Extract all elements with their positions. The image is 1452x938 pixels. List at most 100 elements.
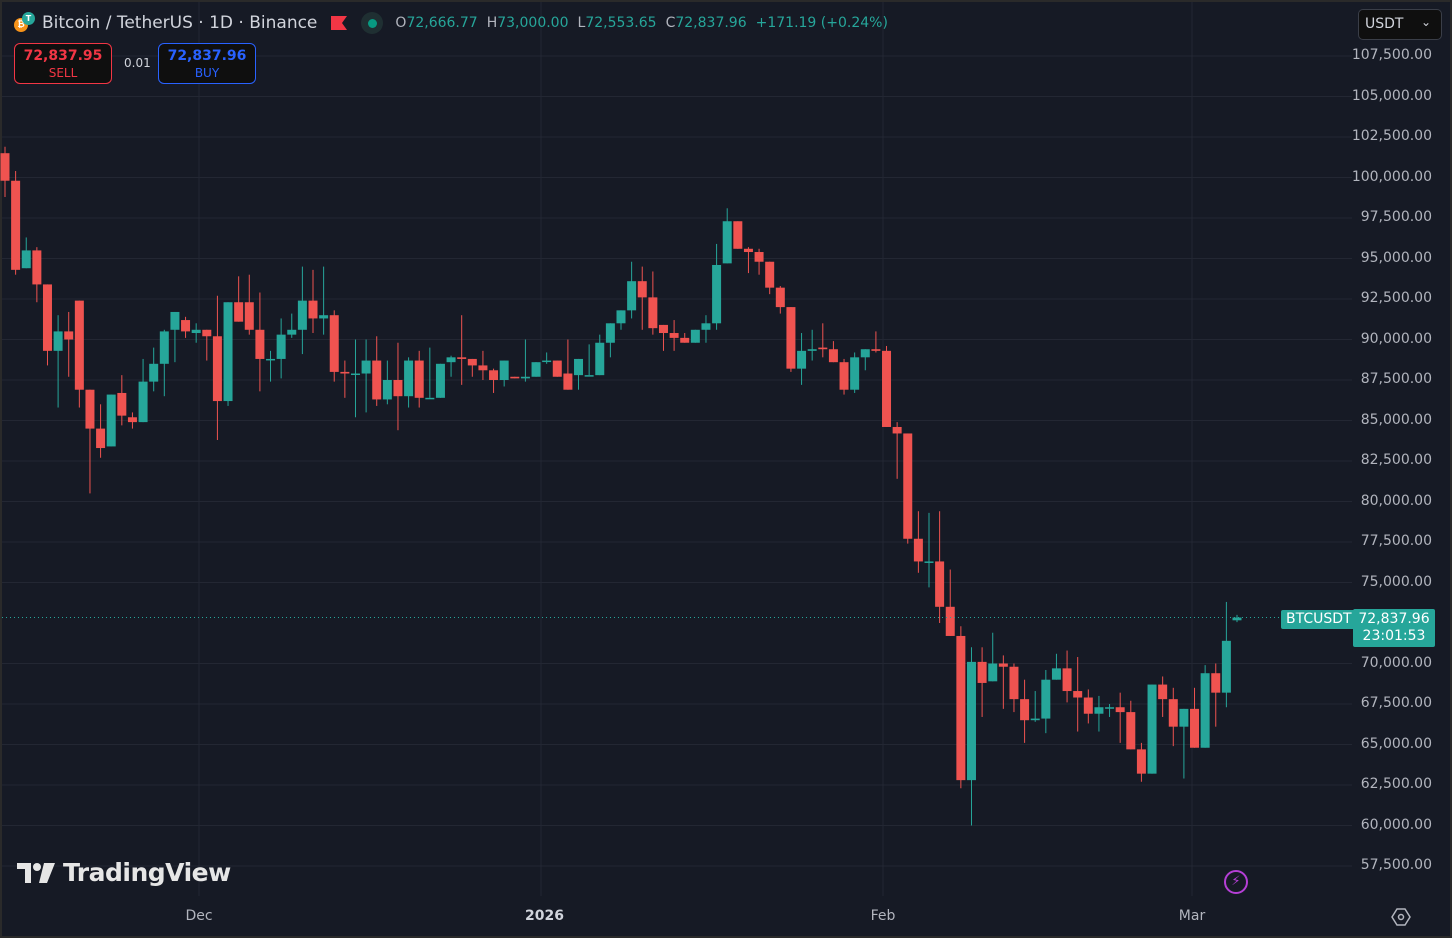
candle — [53, 331, 63, 351]
bar-countdown: 23:01:53 — [1362, 628, 1426, 644]
candle — [1051, 668, 1061, 680]
candle — [138, 381, 148, 423]
price-label: 95,000.00 — [1360, 249, 1432, 266]
tradingview-logo[interactable]: TradingView — [17, 858, 231, 887]
candle — [1030, 718, 1040, 721]
candle — [966, 661, 976, 781]
candle — [1179, 708, 1189, 727]
market-open-status-icon — [361, 12, 384, 34]
price-label: 60,000.00 — [1360, 816, 1432, 833]
candle — [127, 417, 137, 423]
currency-value: USDT — [1365, 16, 1404, 32]
candle — [977, 661, 987, 683]
candle — [42, 284, 52, 351]
price-label: 62,500.00 — [1360, 776, 1432, 792]
candle — [871, 349, 881, 351]
candle — [404, 360, 414, 397]
time-label: 2026 — [525, 908, 564, 924]
candle — [159, 331, 169, 364]
symbol-title[interactable]: Bitcoin / TetherUS · 1D · Binance — [42, 13, 318, 33]
candle — [319, 315, 329, 319]
candle — [361, 360, 371, 374]
price-label: 87,500.00 — [1360, 371, 1432, 387]
candle — [754, 252, 764, 262]
candle — [1083, 697, 1093, 714]
candle — [658, 324, 668, 334]
candle — [244, 302, 254, 330]
last-price-tag: 72,837.96 23:01:53 — [1353, 609, 1435, 647]
candle — [552, 360, 562, 377]
candle — [489, 370, 499, 380]
price-label: 97,500.00 — [1360, 209, 1432, 225]
candle — [191, 329, 201, 334]
candle — [74, 300, 84, 390]
candle — [903, 433, 913, 539]
candle — [372, 360, 382, 400]
candle — [181, 320, 191, 332]
candle — [106, 394, 116, 447]
candle — [945, 606, 955, 636]
candle — [11, 180, 21, 270]
currency-select[interactable]: USDT ⌄ — [1358, 9, 1442, 40]
time-label: Mar — [1178, 908, 1206, 924]
candle — [96, 428, 106, 449]
candle — [1200, 673, 1210, 748]
candle — [882, 350, 892, 427]
candle — [531, 362, 541, 377]
settings-hexagon-icon[interactable] — [1391, 907, 1411, 927]
chart-legend: ₿ T Bitcoin / TetherUS · 1D · Binance O72… — [14, 10, 888, 36]
candle — [64, 331, 74, 340]
price-label: 77,500.00 — [1360, 533, 1432, 549]
candle — [425, 397, 435, 400]
candle — [287, 329, 297, 335]
candle — [510, 376, 520, 379]
candle — [414, 360, 424, 398]
candle — [117, 392, 127, 416]
price-label: 57,500.00 — [1360, 857, 1432, 873]
ohlc-values: O72,666.77 H73,000.00 L72,553.65 C72,837… — [395, 15, 888, 31]
candle — [0, 153, 10, 181]
candle — [1232, 617, 1242, 621]
price-label: 75,000.00 — [1360, 573, 1432, 590]
price-label: 102,500.00 — [1351, 128, 1432, 144]
candle — [956, 635, 966, 781]
last-price: 72,837.96 — [1358, 611, 1430, 627]
sell-button[interactable]: 72,837.95 SELL — [14, 43, 112, 84]
chevron-down-icon: ⌄ — [1420, 15, 1431, 29]
candle — [393, 380, 403, 397]
price-label: 92,500.00 — [1360, 290, 1432, 306]
lightning-icon[interactable]: ⚡︎ — [1224, 870, 1248, 894]
candle — [722, 221, 732, 264]
candle — [743, 248, 753, 253]
flag-icon[interactable] — [331, 16, 348, 30]
candle — [786, 307, 796, 369]
candle — [457, 357, 467, 359]
candle — [860, 349, 870, 358]
candle — [775, 287, 785, 308]
candle — [520, 376, 530, 379]
candle — [648, 297, 658, 329]
candle — [1020, 699, 1030, 721]
candle — [149, 363, 159, 382]
price-change: +171.19 (+0.24%) — [755, 15, 888, 31]
candle — [1221, 640, 1231, 693]
candle — [1126, 712, 1136, 750]
candle — [382, 380, 392, 400]
candle — [1073, 691, 1083, 698]
candle — [1041, 679, 1051, 719]
sell-price: 72,837.95 — [23, 48, 103, 64]
candle — [913, 538, 923, 562]
candle — [1211, 673, 1221, 693]
buy-button[interactable]: 72,837.96 BUY — [158, 43, 256, 84]
candle — [1094, 707, 1104, 714]
candle — [202, 329, 212, 337]
candle — [892, 426, 902, 434]
candle — [1158, 684, 1168, 700]
candle — [329, 315, 339, 372]
candle — [690, 329, 700, 343]
candle — [807, 349, 817, 351]
candle — [446, 357, 456, 363]
candle — [574, 358, 584, 376]
price-label: 107,500.00 — [1351, 47, 1432, 63]
